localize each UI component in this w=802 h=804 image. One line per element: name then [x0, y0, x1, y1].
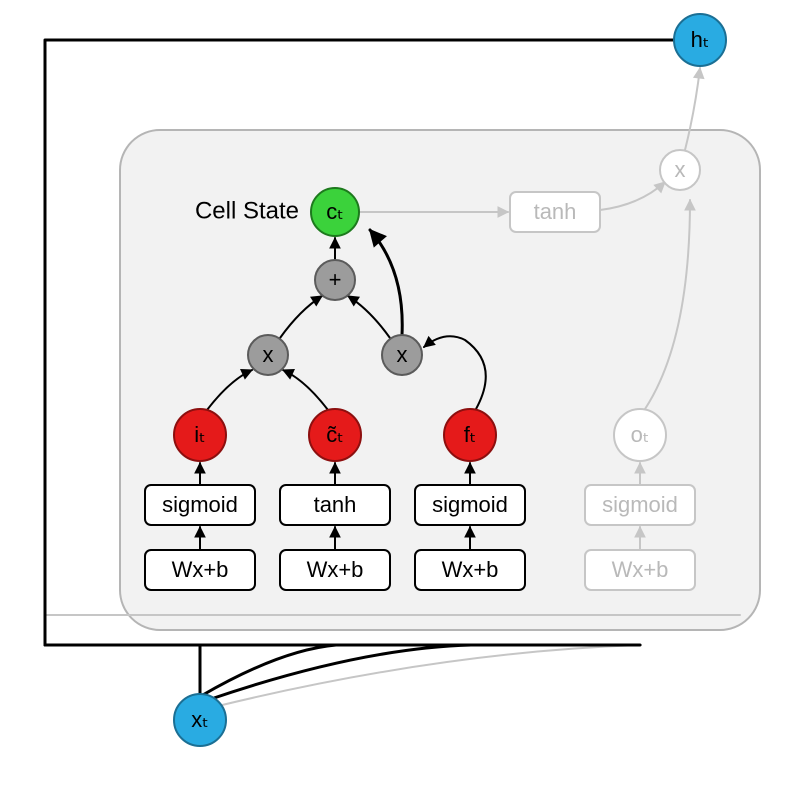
node-label-ot: oₜ [631, 422, 650, 447]
node-label-ct: cₜ [326, 199, 344, 224]
box-label-tanhC: tanh [534, 199, 577, 224]
node-label-mul3: x [675, 157, 686, 182]
node-label-add: + [329, 267, 342, 292]
cell-state-label: Cell State [195, 197, 299, 224]
box-label-act3: sigmoid [432, 492, 508, 517]
edge [201, 645, 336, 696]
node-label-ht: hₜ [691, 27, 710, 52]
lstm-diagram: xₜ hₜ Wx+b Wx+b Wx+b Wx+b sigmoid tanh sigmoid si… [0, 0, 802, 804]
node-label-xt: xₜ [191, 707, 209, 732]
box-label-wxb3: Wx+b [442, 557, 499, 582]
node-label-mul2: x [397, 342, 408, 367]
node-label-ft: fₜ [464, 422, 477, 447]
node-label-it: iₜ [194, 422, 205, 447]
node-label-mul1: x [263, 342, 274, 367]
box-label-act1: sigmoid [162, 492, 238, 517]
box-label-act2: tanh [314, 492, 357, 517]
node-label-ctil: c̃ₜ [326, 422, 344, 447]
box-label-wxb4: Wx+b [612, 557, 669, 582]
box-label-act4: sigmoid [602, 492, 678, 517]
box-label-wxb2: Wx+b [307, 557, 364, 582]
edge [218, 645, 641, 706]
box-label-wxb1: Wx+b [172, 557, 229, 582]
